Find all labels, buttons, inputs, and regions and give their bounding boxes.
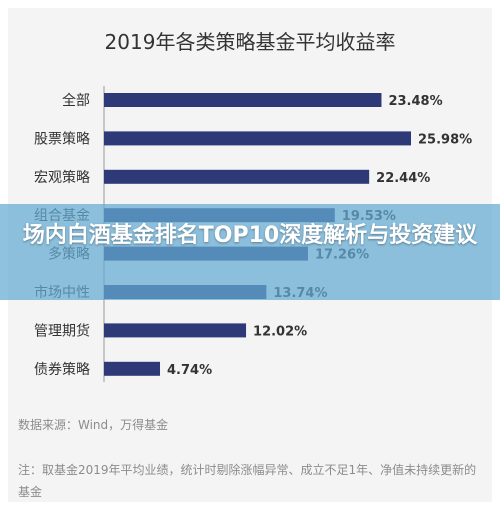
headline-text[interactable]: 场内白酒基金排名TOP10深度解析与投资建议 [22,223,478,248]
bar [104,169,370,184]
value-label: 25.98% [418,132,472,147]
value-label: 12.02% [253,324,307,339]
category-label: 管理期货 [34,322,90,339]
category-label: 全部 [62,92,90,109]
value-label: 4.74% [167,363,212,378]
chart-title: 2019年各类策略基金平均收益率 [104,30,396,54]
bar-chart: 全部23.48%股票策略25.98%宏观策略22.44%组合基金19.53%多策… [34,86,472,382]
footnote: 注：取基金2019年平均业绩，统计时剔除涨幅异常、成立不足1年、净值未持续更新的… [18,463,477,499]
bar [104,361,161,376]
data-source: 数据来源：Wind，万得基金 [18,418,169,432]
headline-banner [0,204,500,300]
bar [104,131,411,146]
value-label: 22.44% [376,171,430,186]
bar [104,323,247,338]
value-label: 23.48% [388,94,442,109]
category-label: 股票策略 [34,130,90,147]
category-label: 宏观策略 [34,169,90,186]
category-label: 债券策略 [34,361,90,378]
bar [104,93,382,107]
